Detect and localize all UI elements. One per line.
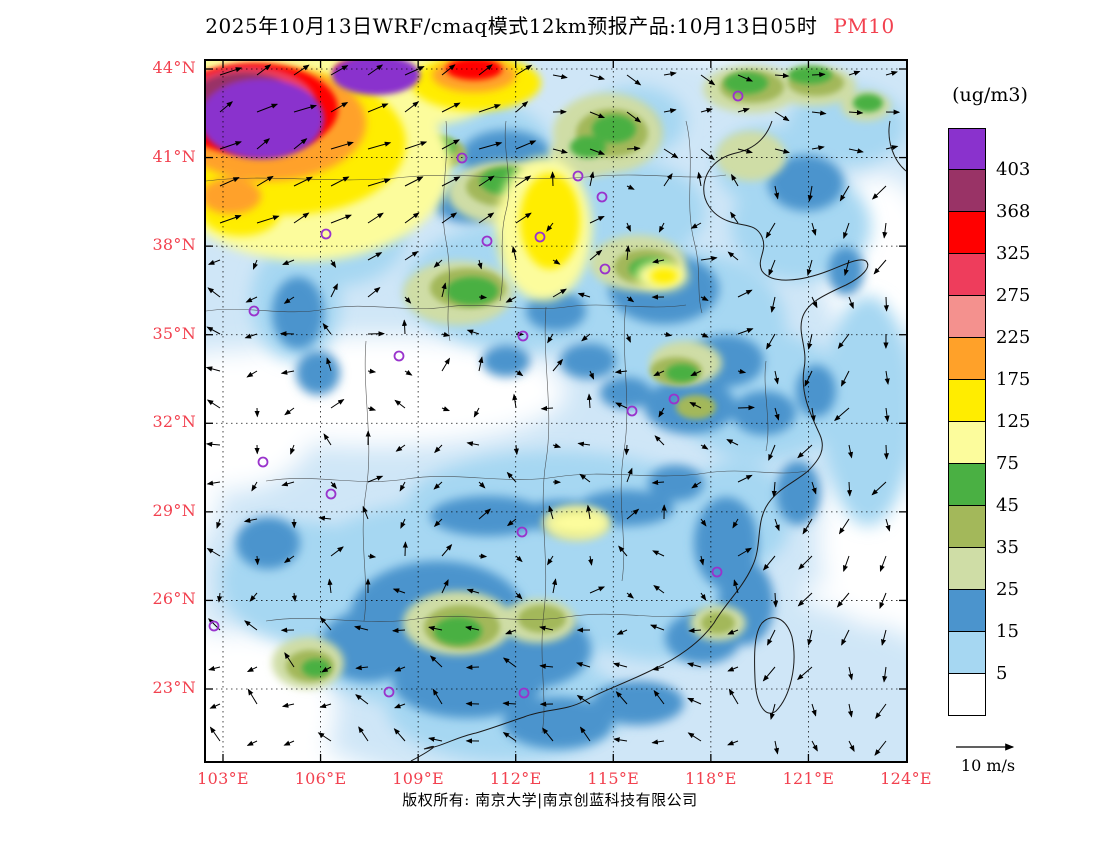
color-legend: 403 368 325 275 225 175 125 75 45 35 25 15 5 bbox=[948, 128, 1068, 728]
legend-color-block bbox=[948, 422, 986, 464]
legend-level-label: 325 bbox=[996, 243, 1031, 264]
legend-level-label: 125 bbox=[996, 411, 1031, 432]
lon-label: 121°E bbox=[782, 769, 835, 788]
wind-scale: 10 m/s bbox=[938, 738, 1038, 780]
legend-level-label: 175 bbox=[996, 369, 1031, 390]
legend-level-label: 25 bbox=[996, 579, 1019, 600]
forecast-map bbox=[206, 61, 906, 761]
legend-color-block bbox=[948, 548, 986, 590]
lon-label: 118°E bbox=[684, 769, 737, 788]
lon-label: 103°E bbox=[197, 769, 249, 788]
axis-ticks bbox=[206, 61, 906, 761]
lon-label: 109°E bbox=[392, 769, 444, 788]
station-markers bbox=[208, 90, 744, 699]
legend-color-block bbox=[948, 296, 986, 338]
lat-label: 23°N bbox=[152, 677, 196, 697]
legend-level-label: 45 bbox=[996, 495, 1019, 516]
lat-label: 38°N bbox=[152, 235, 196, 255]
lat-label: 35°N bbox=[152, 323, 196, 343]
legend-color-block bbox=[948, 464, 986, 506]
legend-color-block bbox=[948, 254, 986, 296]
lon-label: 124°E bbox=[880, 769, 932, 788]
legend-color-block bbox=[948, 170, 986, 212]
lat-label: 29°N bbox=[152, 500, 196, 520]
title-text: 2025年10月13日WRF/cmaq模式12km预报产品:10月13日05时 bbox=[205, 14, 818, 38]
legend-level-label: 5 bbox=[996, 663, 1008, 684]
field-extreme bbox=[206, 61, 420, 159]
lat-label: 32°N bbox=[152, 412, 196, 432]
legend-color-block bbox=[948, 674, 986, 716]
wind-vectors bbox=[206, 64, 901, 756]
legend-level-label: 403 bbox=[996, 159, 1031, 180]
lat-label: 41°N bbox=[152, 146, 196, 166]
legend-level-label: 368 bbox=[996, 201, 1031, 222]
copyright-text: 版权所有: 南京大学|南京创蓝科技有限公司 bbox=[402, 791, 698, 809]
title-species: PM10 bbox=[833, 14, 895, 38]
wind-scale-label: 10 m/s bbox=[960, 756, 1016, 775]
legend-color-block bbox=[948, 338, 986, 380]
legend-color-block bbox=[948, 506, 986, 548]
legend-unit-label: (ug/m3) bbox=[952, 84, 1028, 106]
lon-label: 106°E bbox=[294, 769, 347, 788]
legend-level-label: 225 bbox=[996, 327, 1031, 348]
legend-level-label: 15 bbox=[996, 621, 1019, 642]
legend-level-label: 275 bbox=[996, 285, 1031, 306]
lon-label: 115°E bbox=[587, 769, 640, 788]
legend-color-bar bbox=[948, 128, 986, 716]
lat-label: 44°N bbox=[152, 58, 196, 77]
legend-level-label: 35 bbox=[996, 537, 1019, 558]
legend-color-block bbox=[948, 380, 986, 422]
coastline-and-boundaries bbox=[206, 120, 906, 761]
legend-color-block bbox=[948, 212, 986, 254]
grid-lines bbox=[206, 61, 906, 761]
page-title: 2025年10月13日WRF/cmaq模式12km预报产品:10月13日05时 P… bbox=[0, 10, 1100, 39]
map-canvas bbox=[204, 59, 908, 763]
legend-color-block bbox=[948, 632, 986, 674]
lat-label: 26°N bbox=[152, 589, 196, 609]
legend-color-block bbox=[948, 590, 986, 632]
lon-label: 112°E bbox=[489, 769, 542, 788]
legend-level-label: 75 bbox=[996, 453, 1019, 474]
legend-color-block bbox=[948, 128, 986, 170]
wind-scale-arrow bbox=[956, 743, 1015, 751]
